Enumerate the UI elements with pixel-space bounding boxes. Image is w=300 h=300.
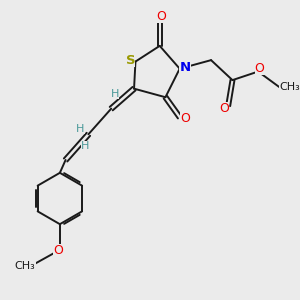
Text: O: O	[156, 10, 166, 23]
Text: H: H	[76, 124, 85, 134]
Text: O: O	[53, 244, 63, 257]
Text: H: H	[81, 141, 90, 151]
Text: CH₃: CH₃	[15, 260, 35, 271]
Text: O: O	[180, 112, 190, 125]
Text: N: N	[179, 61, 191, 74]
Text: H: H	[110, 88, 119, 98]
Text: CH₃: CH₃	[279, 82, 300, 92]
Text: O: O	[219, 102, 229, 115]
Text: S: S	[125, 54, 135, 67]
Text: O: O	[255, 62, 265, 75]
